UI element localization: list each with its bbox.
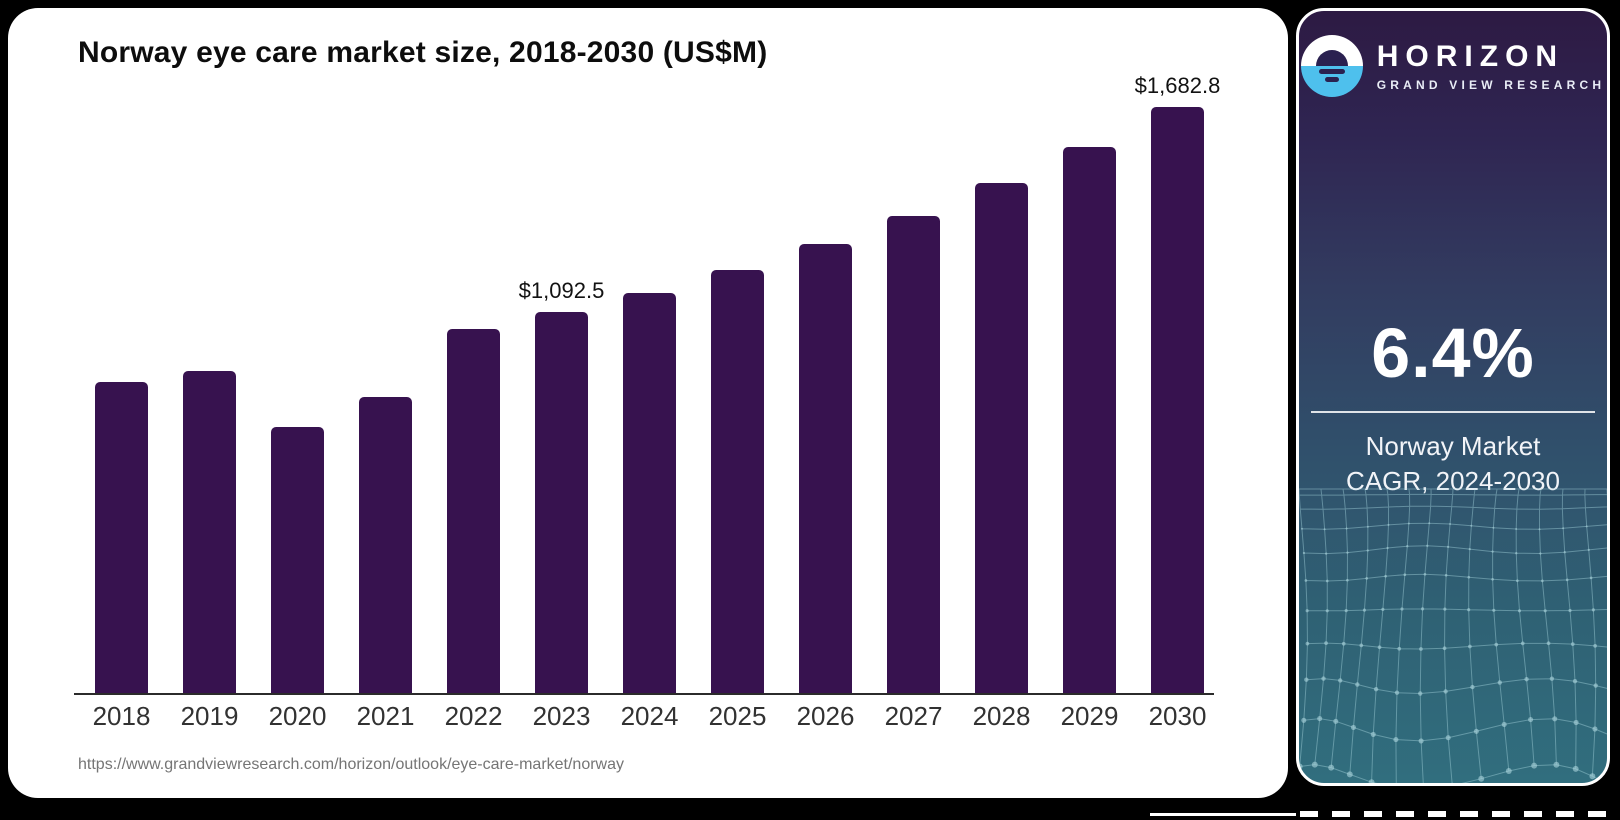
bar-2030	[1151, 106, 1204, 693]
x-axis-line	[74, 693, 1214, 695]
cagr-stat: 6.4% Norway Market CAGR, 2024-2030	[1299, 311, 1607, 499]
horizon-sun-circle-icon	[1300, 35, 1363, 97]
x-tick-2030: 2030	[1148, 701, 1207, 731]
sun-glyph	[1315, 50, 1348, 66]
chart-card: Norway eye care market size, 2018-2030 (…	[8, 8, 1288, 798]
sun-reflection-bar	[1318, 69, 1345, 74]
brand-subtitle: GRAND VIEW RESEARCH	[1376, 77, 1606, 92]
bar-2021	[359, 397, 412, 693]
x-tick-2023: 2023	[532, 701, 591, 731]
cagr-value: 6.4%	[1371, 314, 1535, 392]
x-tick-2018: 2018	[92, 701, 151, 731]
bar-2018	[95, 381, 148, 693]
x-tick-2021: 2021	[356, 701, 415, 731]
x-tick-2019: 2019	[180, 701, 239, 731]
x-tick-2027: 2027	[884, 701, 943, 731]
bar-2025	[711, 269, 764, 693]
bar-2022	[447, 329, 500, 693]
bar-2027	[887, 215, 940, 693]
bar-2026	[799, 244, 852, 693]
brand-text-block: HORIZON GRAND VIEW RESEARCH	[1376, 39, 1606, 92]
bar-2029	[1063, 147, 1116, 693]
brand-logo: HORIZON GRAND VIEW RESEARCH	[1299, 35, 1607, 97]
cagr-label-line2: CAGR, 2024-2030	[1346, 466, 1560, 496]
bottom-edge-line	[1150, 813, 1296, 816]
bar-2023	[535, 312, 588, 693]
mesh-pattern	[1299, 488, 1607, 783]
bottom-dashed-line	[1300, 811, 1612, 817]
x-tick-2020: 2020	[268, 701, 327, 731]
x-tick-2022: 2022	[444, 701, 503, 731]
bar-2019	[183, 370, 236, 693]
bar-2020	[271, 427, 324, 693]
sidebar: HORIZON GRAND VIEW RESEARCH 6.4% Norway …	[1296, 8, 1610, 786]
chart-title: Norway eye care market size, 2018-2030 (…	[78, 36, 768, 69]
x-tick-2025: 2025	[708, 701, 767, 731]
bar-2028	[975, 183, 1028, 693]
brand-name: HORIZON	[1376, 39, 1565, 73]
value-label-2030: $1,682.8	[1134, 72, 1221, 98]
bar-2024	[623, 292, 676, 693]
x-tick-2028: 2028	[972, 701, 1031, 731]
source-url: https://www.grandviewresearch.com/horizo…	[78, 756, 625, 773]
sun-reflection-bar	[1324, 77, 1339, 82]
x-tick-2029: 2029	[1060, 701, 1119, 731]
stat-divider	[1311, 411, 1595, 413]
x-tick-2026: 2026	[796, 701, 855, 731]
cagr-label-line1: Norway Market	[1365, 431, 1541, 461]
x-tick-2024: 2024	[620, 701, 679, 731]
bar-plot: 2018 2019 2020 2021 2022 2023 $1,092.5 2024 2025…	[8, 8, 1288, 798]
value-label-2023: $1,092.5	[518, 278, 605, 304]
